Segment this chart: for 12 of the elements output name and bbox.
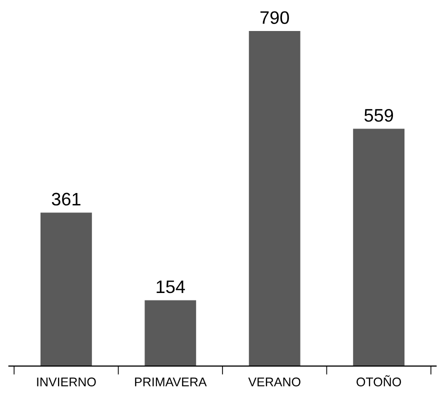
data-label: 790 <box>260 11 289 24</box>
data-label: 154 <box>156 280 185 294</box>
x-tick-label: INVIERNO <box>37 378 96 386</box>
x-tick-label: VERANO <box>248 378 300 386</box>
x-tick-label: OTOÑO <box>356 375 401 386</box>
data-label: 361 <box>52 192 80 206</box>
bar <box>144 300 196 366</box>
bar <box>353 128 404 366</box>
data-label: 559 <box>364 108 393 122</box>
bar <box>248 31 300 366</box>
x-tick-label: PRIMAVERA <box>135 378 207 386</box>
bar <box>40 212 92 366</box>
